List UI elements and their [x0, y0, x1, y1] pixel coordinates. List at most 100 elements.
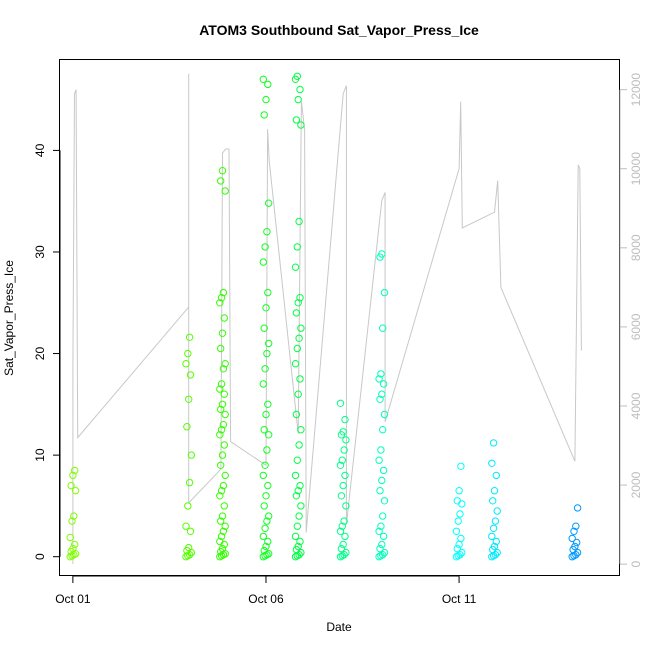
data-point — [338, 522, 346, 530]
data-point — [454, 517, 462, 525]
right-tick-label: 4000 — [629, 392, 643, 419]
data-point — [292, 410, 301, 419]
data-point — [375, 527, 383, 535]
data-point — [378, 476, 386, 485]
data-point — [69, 544, 77, 553]
data-point — [217, 380, 226, 388]
chart-title: ATOM3 Southbound Sat_Vapor_Press_Ice — [199, 22, 479, 38]
data-point — [295, 217, 303, 226]
data-points — [66, 72, 582, 561]
right-tick-label: 2000 — [629, 471, 643, 498]
data-point — [571, 542, 579, 551]
data-point — [221, 471, 229, 480]
data-point — [219, 527, 228, 535]
data-point — [492, 537, 500, 546]
data-point — [221, 187, 229, 195]
data-point — [185, 478, 194, 487]
data-point — [217, 177, 225, 185]
data-point — [296, 294, 304, 302]
data-point — [337, 544, 346, 553]
data-point — [458, 500, 466, 508]
data-point — [216, 537, 224, 546]
data-point — [458, 548, 466, 557]
data-point — [377, 446, 385, 454]
data-point — [297, 324, 305, 332]
data-point — [262, 410, 270, 419]
y-tick-label: 40 — [33, 143, 47, 157]
data-point — [341, 471, 349, 480]
data-point — [260, 324, 268, 332]
data-point — [259, 471, 267, 480]
data-point — [66, 553, 74, 561]
data-point — [217, 532, 226, 541]
data-point — [259, 75, 267, 84]
data-point — [341, 532, 349, 541]
data-point — [295, 334, 303, 342]
y-tick-label: 0 — [33, 553, 47, 560]
data-point — [185, 395, 193, 403]
data-point — [339, 481, 347, 490]
data-point — [488, 459, 496, 467]
data-point — [292, 116, 301, 124]
data-point — [568, 553, 576, 561]
data-point — [261, 552, 269, 560]
data-point — [572, 522, 580, 530]
data-point — [261, 524, 269, 532]
data-point — [297, 426, 305, 434]
data-point — [70, 512, 78, 520]
x-tick-label: Oct 06 — [248, 592, 284, 606]
data-point — [71, 466, 79, 475]
data-point — [342, 502, 350, 510]
data-point — [260, 502, 268, 510]
data-point — [377, 522, 385, 530]
data-point — [489, 439, 498, 447]
data-point — [379, 532, 388, 541]
data-point — [489, 497, 497, 505]
data-point — [262, 95, 270, 104]
data-point — [265, 512, 273, 520]
data-point — [264, 80, 272, 89]
data-point — [260, 111, 268, 119]
data-point — [217, 405, 225, 414]
data-point — [376, 544, 384, 553]
data-point — [377, 370, 385, 378]
data-point — [291, 360, 300, 368]
data-point — [380, 288, 389, 297]
data-point — [570, 527, 578, 535]
data-point — [216, 492, 224, 500]
data-point — [452, 553, 461, 561]
data-point — [261, 461, 269, 469]
data-point — [341, 415, 349, 424]
data-point — [294, 487, 302, 495]
data-point — [71, 540, 79, 549]
data-point — [489, 524, 498, 532]
data-point — [68, 517, 76, 525]
right-axis: 0 2000 4000 6000 8000 10000 12000 — [619, 73, 643, 567]
data-point — [182, 360, 190, 368]
data-point — [336, 553, 345, 561]
data-point — [185, 543, 193, 552]
data-point — [259, 532, 267, 541]
data-point — [376, 395, 384, 403]
data-point — [264, 481, 272, 490]
data-point — [260, 426, 268, 434]
data-point — [336, 399, 345, 407]
data-point — [68, 552, 76, 560]
data-point — [379, 551, 387, 559]
data-point — [217, 344, 225, 353]
data-point — [379, 324, 387, 332]
right-tick-label: 0 — [629, 560, 643, 567]
data-point — [291, 471, 300, 480]
data-point — [264, 537, 272, 546]
data-point — [490, 542, 499, 551]
data-point — [265, 431, 273, 439]
right-tick-label: 12000 — [629, 73, 643, 107]
data-point — [375, 375, 383, 383]
data-point — [261, 243, 269, 251]
data-point — [221, 410, 229, 419]
data-point — [573, 538, 581, 547]
data-point — [491, 517, 500, 525]
data-point — [184, 349, 192, 358]
data-point — [218, 512, 227, 520]
data-point — [216, 299, 224, 307]
